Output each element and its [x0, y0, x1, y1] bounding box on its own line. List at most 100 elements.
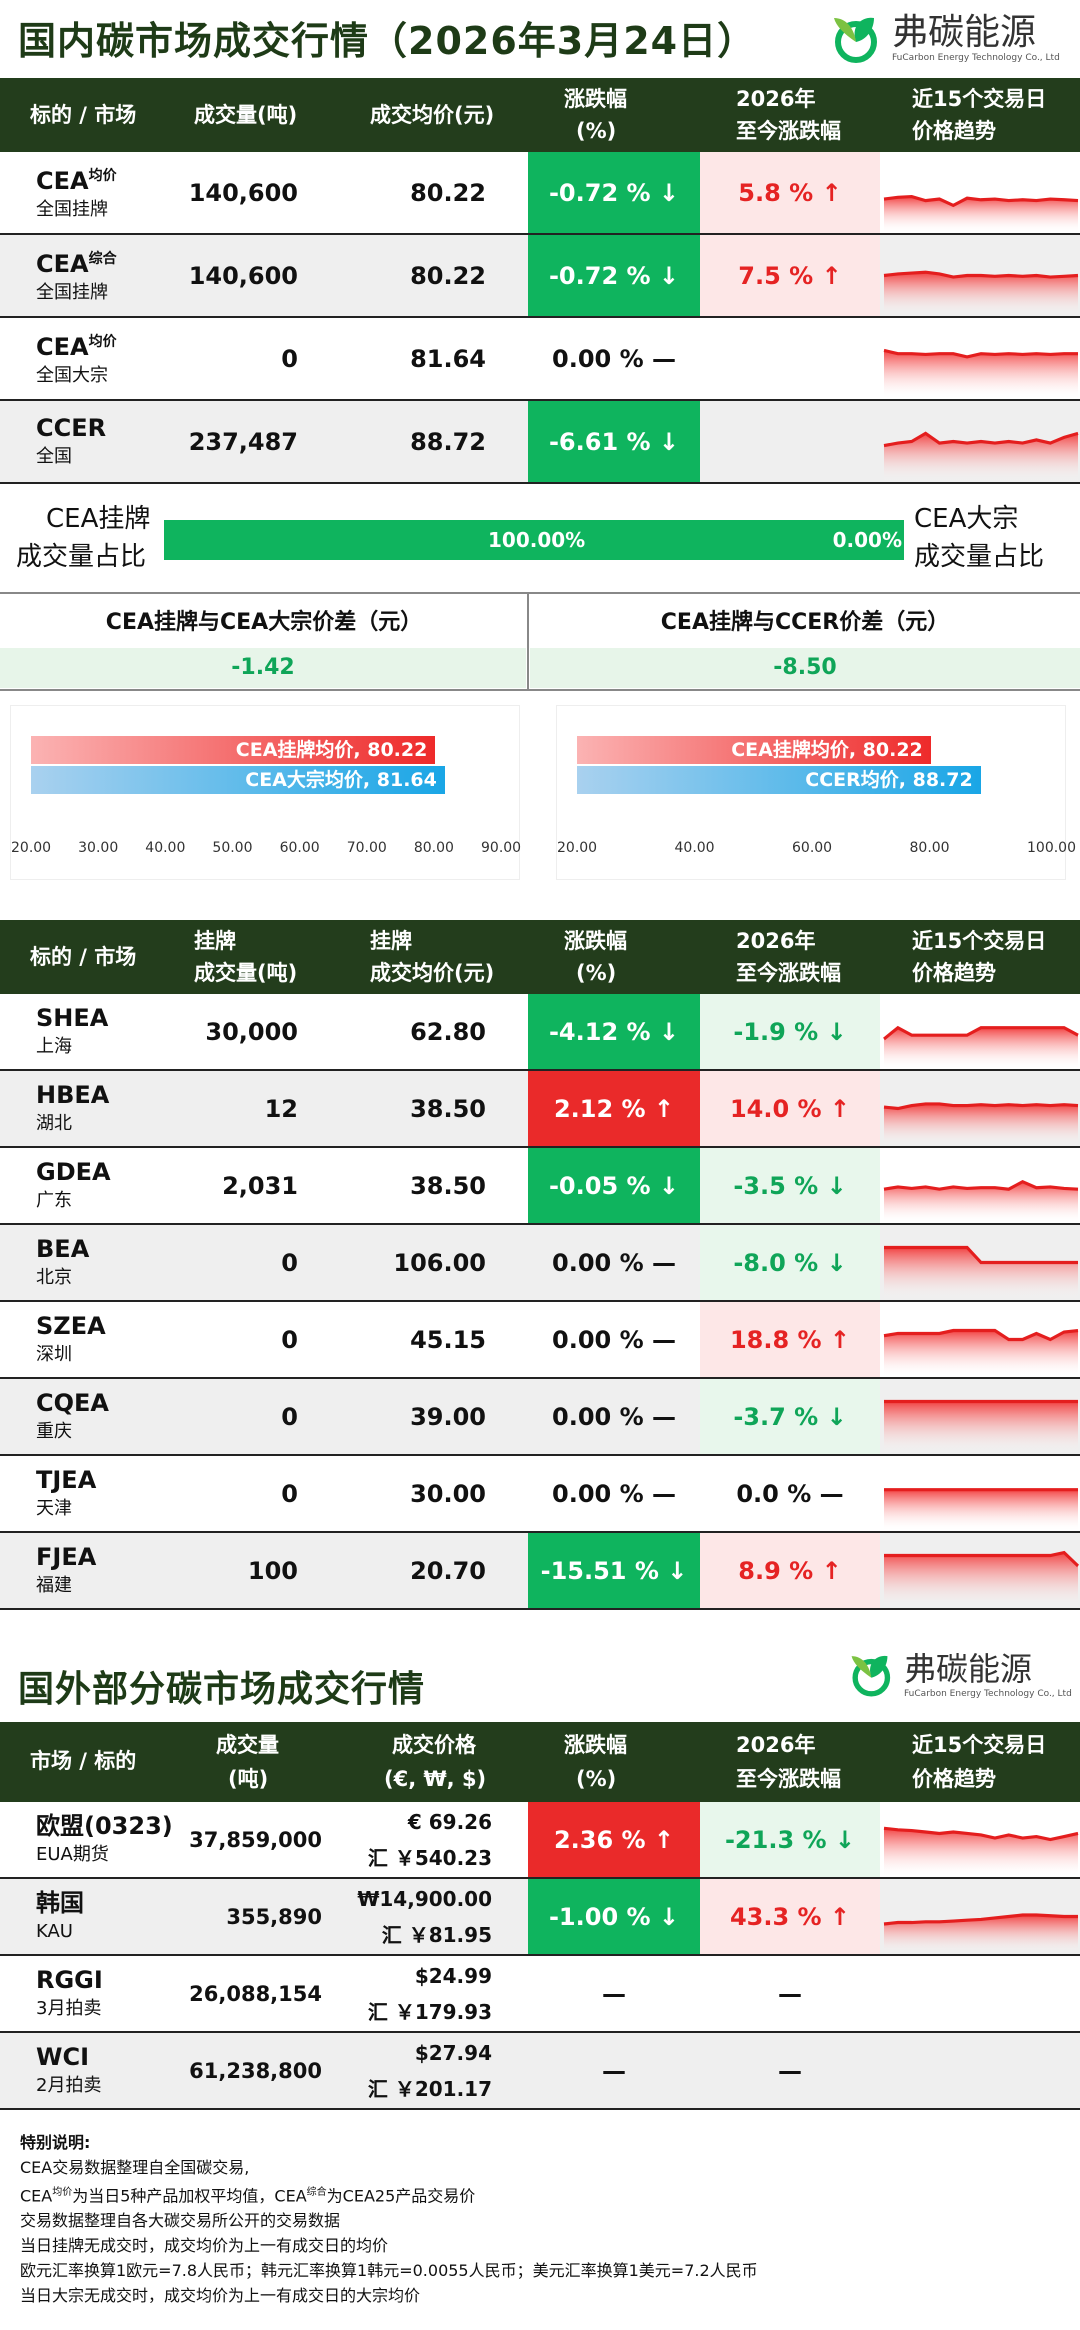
diff-left-label: CEA挂牌与CEA大宗价差（元）: [105, 610, 423, 635]
row-volume: 0: [281, 344, 298, 373]
row-trend: [882, 1956, 1080, 2031]
row-ytd: 14.0 % ↑: [700, 1071, 880, 1146]
row-trend: [882, 1456, 1080, 1531]
sparkline: [883, 1826, 1079, 1877]
row-volume: 0: [281, 1479, 298, 1508]
header-price: 成交均价(元): [370, 961, 495, 985]
row-change: 2.12 % ↑: [528, 1071, 700, 1146]
logo-subtext: FuCarbon Energy Technology Co., Ltd: [892, 53, 1060, 63]
row-change: 0.00 % —: [552, 1325, 676, 1354]
table-row: CEA综合 全国挂牌 140,600 80.22 -0.72 % ↓ 7.5 % …: [0, 235, 1080, 318]
header-ytd-year: 2026年: [736, 87, 816, 111]
sparkline: [883, 195, 1079, 233]
row-sub: 福建: [36, 1574, 72, 1596]
x-tick-label: 40.00: [674, 840, 715, 856]
row-trend: [882, 318, 1080, 399]
row-change: 2.36 % ↑: [528, 1802, 700, 1877]
row-ytd: 18.8 % ↑: [700, 1302, 880, 1377]
intl-title: 国外部分碳市场成交行情: [18, 1669, 426, 1710]
row-trend: [882, 152, 1080, 233]
row-ytd: 0.0 % —: [736, 1479, 844, 1508]
row-trend: [882, 401, 1080, 482]
row-sub: 全国大宗: [36, 365, 108, 386]
table-row: WCI 2月拍卖 61,238,800 $27.94 汇 ￥201.17 — —: [0, 2033, 1080, 2110]
sparkline: [883, 270, 1079, 316]
note-line: 当日大宗无成交时，成交均价为上一有成交日的大宗均价: [20, 2286, 421, 2306]
page-title: 国内碳市场成交行情（2026年3月24日）: [18, 19, 757, 63]
row-ytd: -3.5 % ↓: [700, 1148, 880, 1223]
row-trend: [882, 1302, 1080, 1377]
sparkline: [883, 431, 1079, 482]
bar-0: CEA挂牌均价, 80.22: [31, 736, 436, 764]
row-volume: 37,859,000: [189, 1827, 322, 1852]
note-line: CEA均价为当日5种产品加权平均值，CEA综合为CEA25产品交易价: [20, 2186, 476, 2206]
x-tick-label: 50.00: [212, 840, 253, 856]
row-volume: 355,890: [226, 1904, 322, 1929]
header-trend-sub: 价格趋势: [912, 1767, 996, 1791]
row-sub: 湖北: [36, 1112, 72, 1134]
row-name: CEA综合: [36, 250, 117, 278]
diff-right-value: -8.50: [530, 648, 1080, 688]
row-name: SZEA: [36, 1311, 106, 1340]
bar-1: CCER均价, 88.72: [577, 766, 981, 794]
row-price: 88.72: [410, 427, 486, 456]
row-sub: 天津: [36, 1497, 72, 1519]
row-change: -0.05 % ↓: [528, 1148, 700, 1223]
header-volume: 成交量(吨): [194, 103, 298, 127]
row-price: 62.80: [410, 1017, 486, 1046]
header-currency: (€, ₩, $): [384, 1767, 487, 1791]
x-tick-label: 80.00: [413, 840, 454, 856]
table-row: CEA均价 全国大宗 0 81.64 0.00 % —: [0, 318, 1080, 401]
x-tick-label: 30.00: [78, 840, 119, 856]
header-change-unit: (%): [576, 119, 617, 143]
row-ytd: 5.8 % ↑: [700, 152, 880, 233]
row-sub: KAU: [36, 1920, 73, 1942]
row-trend: [882, 235, 1080, 316]
x-tick-label: 80.00: [909, 840, 950, 856]
header-market: 市场 / 标的: [30, 1749, 137, 1773]
row-volume: 0: [281, 1402, 298, 1431]
row-trend: [882, 1379, 1080, 1454]
row-change: -0.72 % ↓: [528, 152, 700, 233]
row-ytd: [700, 318, 880, 399]
row-sub: 北京: [36, 1266, 72, 1288]
row-change: 0.00 % —: [552, 344, 676, 373]
header-change: 涨跌幅: [564, 929, 627, 953]
header-listed-price: 挂牌: [370, 929, 412, 953]
row-change: -0.72 % ↓: [528, 235, 700, 316]
row-name: FJEA: [36, 1542, 97, 1571]
row-volume: 26,088,154: [189, 1981, 322, 2006]
table-row: GDEA 广东 2,031 38.50 -0.05 % ↓ -3.5 % ↓: [0, 1148, 1080, 1225]
row-sub: 2月拍卖: [36, 2074, 102, 2096]
row-price: 106.00: [393, 1248, 486, 1277]
row-price-cny: 汇 ￥540.23: [367, 1845, 492, 1870]
x-tick-label: 100.00: [1027, 840, 1076, 856]
row-name: CEA均价: [36, 167, 117, 195]
ratio-right-sub: 成交量占比: [914, 542, 1045, 572]
bar-1: CEA大宗均价, 81.64: [31, 766, 445, 794]
sparkline: [883, 1328, 1079, 1377]
row-ytd: -1.9 % ↓: [700, 994, 880, 1069]
header-trend: 近15个交易日: [912, 1733, 1047, 1757]
sparkline: [883, 348, 1078, 399]
intl-table-header: 市场 / 标的 成交量 (吨) 成交价格 (€, ₩, $) 涨跌幅 (%) 2…: [0, 1722, 1080, 1802]
x-tick-label: 90.00: [481, 840, 522, 856]
note-line: 交易数据整理自各大碳交易所公开的交易数据: [20, 2211, 341, 2231]
row-sub: 3月拍卖: [36, 1997, 102, 2019]
x-tick-label: 60.00: [279, 840, 320, 856]
row-sub: 上海: [36, 1035, 72, 1057]
row-sub: 广东: [36, 1189, 72, 1211]
sparkline: [884, 1488, 1078, 1531]
diff-right-label: CEA挂牌与CCER价差（元）: [660, 610, 950, 635]
row-ytd: —: [778, 2056, 802, 2085]
row-ytd: -3.7 % ↓: [700, 1379, 880, 1454]
header-target: 标的 / 市场: [30, 945, 137, 969]
leaf-logo-icon: [834, 17, 877, 63]
header-ytd: 至今涨跌幅: [736, 119, 841, 143]
row-ytd: -21.3 % ↓: [700, 1802, 880, 1877]
row-ytd: -8.0 % ↓: [700, 1225, 880, 1300]
header-ytd-year: 2026年: [736, 929, 816, 953]
row-change: 0.00 % —: [552, 1402, 676, 1431]
ratio-left-title: CEA挂牌: [46, 504, 151, 534]
row-change: -1.00 % ↓: [528, 1879, 700, 1954]
